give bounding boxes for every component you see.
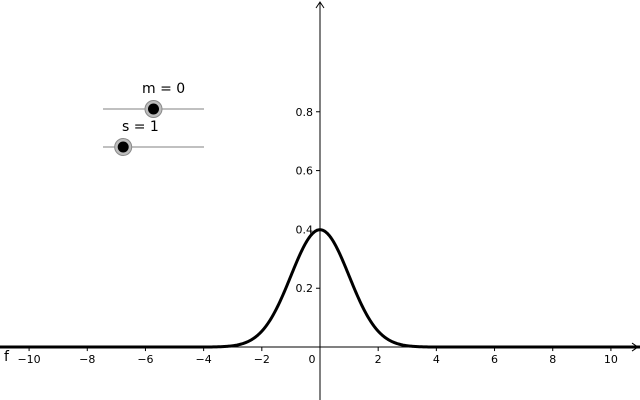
y-axis-arrowhead bbox=[315, 1, 325, 9]
slider-s[interactable]: s = 1 bbox=[103, 119, 204, 156]
slider-m-label[interactable]: m = 0 bbox=[142, 81, 185, 97]
x-tick-label: −10 bbox=[17, 353, 40, 366]
slider-m-handle[interactable] bbox=[144, 100, 163, 118]
x-tick-label: −8 bbox=[79, 353, 95, 366]
y-tick-group: 0.2 0.4 0.6 0.8 bbox=[296, 106, 320, 295]
function-label[interactable]: f bbox=[4, 349, 10, 365]
density-curve[interactable] bbox=[0, 228, 640, 349]
slider-s-handle-dot bbox=[117, 141, 129, 153]
x-tick-label: 4 bbox=[433, 353, 440, 366]
slider-s-label[interactable]: s = 1 bbox=[122, 119, 159, 135]
y-tick-label: 0.8 bbox=[296, 106, 314, 119]
slider-s-handle[interactable] bbox=[114, 138, 133, 156]
y-axis bbox=[315, 1, 325, 400]
x-tick-label: 0 bbox=[309, 353, 316, 366]
y-tick-label: 0.2 bbox=[296, 282, 314, 295]
slider-m[interactable]: m = 0 bbox=[103, 81, 204, 118]
x-tick-label: −2 bbox=[254, 353, 270, 366]
x-tick-label: −4 bbox=[196, 353, 212, 366]
x-tick-label: 8 bbox=[549, 353, 556, 366]
x-tick-label: 2 bbox=[375, 353, 382, 366]
y-tick-label: 0.6 bbox=[296, 165, 314, 178]
x-tick-label: −6 bbox=[137, 353, 153, 366]
x-tick-label: 6 bbox=[491, 353, 498, 366]
x-tick-label: 10 bbox=[604, 353, 618, 366]
y-tick-label: 0.4 bbox=[296, 223, 314, 236]
x-tick-group: −10 −8 −6 −4 −2 0 2 4 6 8 10 bbox=[17, 347, 618, 366]
slider-m-handle-dot bbox=[148, 103, 159, 115]
